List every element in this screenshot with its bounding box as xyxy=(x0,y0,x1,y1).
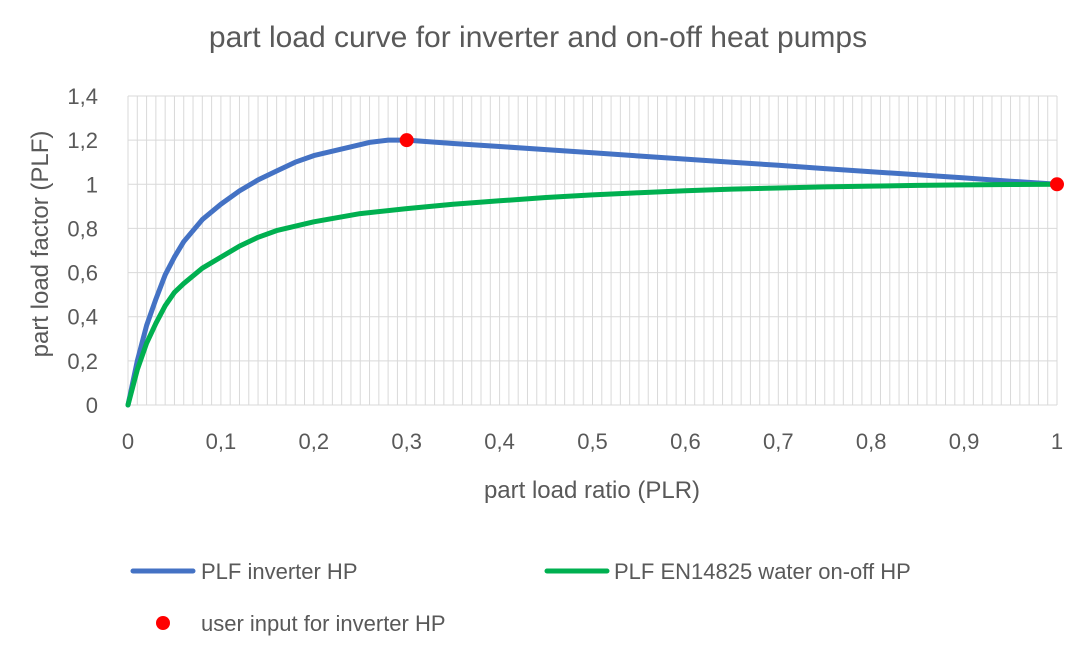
y-tick-label: 1 xyxy=(86,172,98,197)
series-layer xyxy=(125,133,1064,408)
x-tick-label: 0,4 xyxy=(484,429,515,454)
y-tick-label: 0,6 xyxy=(67,261,98,286)
legend-marker-user-input xyxy=(156,616,170,630)
series-line-1 xyxy=(125,137,1060,408)
legend-label-onoff: PLF EN14825 water on-off HP xyxy=(614,559,911,584)
x-tick-label: 0,7 xyxy=(763,429,794,454)
x-axis-ticks: 0 0,1 0,2 0,3 0,4 0,5 0,6 0,7 0,8 0,9 1 xyxy=(122,429,1063,454)
data-point xyxy=(399,133,414,148)
x-tick-label: 0,2 xyxy=(299,429,330,454)
y-tick-label: 1,4 xyxy=(67,84,98,109)
y-tick-label: 1,2 xyxy=(67,128,98,153)
legend-label-inverter: PLF inverter HP xyxy=(201,559,358,584)
y-tick-label: 0,2 xyxy=(67,349,98,374)
x-tick-label: 1 xyxy=(1051,429,1063,454)
x-tick-label: 0,1 xyxy=(206,429,237,454)
x-tick-label: 0,5 xyxy=(577,429,608,454)
y-tick-label: 0 xyxy=(86,393,98,418)
y-tick-label: 0,4 xyxy=(67,305,98,330)
legend-label-user-input: user input for inverter HP xyxy=(201,611,446,636)
series-line-2 xyxy=(125,181,1060,408)
x-tick-label: 0 xyxy=(122,429,134,454)
x-tick-label: 0,8 xyxy=(856,429,887,454)
y-axis-title: part load factor (PLF) xyxy=(27,131,54,358)
grid xyxy=(127,95,1058,406)
y-tick-label: 0,8 xyxy=(67,216,98,241)
x-tick-label: 0,9 xyxy=(949,429,980,454)
legend: PLF inverter HP PLF EN14825 water on-off … xyxy=(130,559,911,636)
x-tick-label: 0,3 xyxy=(391,429,422,454)
x-tick-label: 0,6 xyxy=(670,429,701,454)
chart-title: part load curve for inverter and on-off … xyxy=(209,21,867,54)
data-point xyxy=(1050,177,1064,192)
y-axis-ticks: 0 0,2 0,4 0,6 0,8 1 1,2 1,4 xyxy=(67,84,98,418)
x-axis-title: part load ratio (PLR) xyxy=(484,477,700,504)
